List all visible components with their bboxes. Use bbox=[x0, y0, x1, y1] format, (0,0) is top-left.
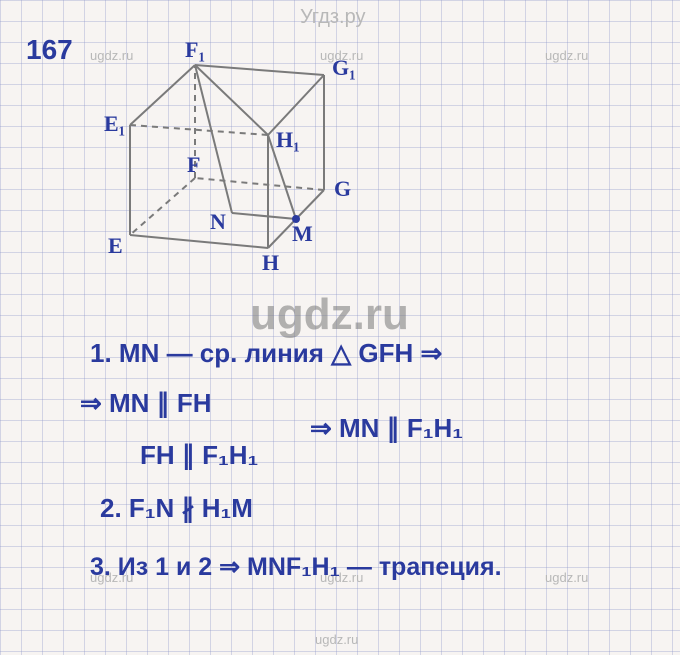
svg-text:M: M bbox=[292, 221, 313, 246]
cube-diagram: E H G F E₁ H₁ G₁ F₁ M N bbox=[100, 30, 380, 280]
proof-line-6: 3. Из 1 и 2 ⇒ MNF₁H₁ — трапеция. bbox=[90, 555, 502, 580]
svg-text:E₁: E₁ bbox=[104, 111, 125, 136]
svg-text:H₁: H₁ bbox=[276, 127, 300, 152]
proof-line-4: FH ∥ F₁H₁ bbox=[140, 442, 258, 468]
problem-number: 167 bbox=[26, 36, 73, 64]
proof-line-5: 2. F₁N ∦ H₁M bbox=[100, 495, 253, 521]
svg-text:E: E bbox=[108, 233, 123, 258]
svg-text:F₁: F₁ bbox=[185, 37, 205, 62]
svg-text:G: G bbox=[334, 176, 351, 201]
svg-text:G₁: G₁ bbox=[332, 55, 356, 80]
proof-line-2: ⇒ MN ∥ FH bbox=[80, 390, 212, 416]
proof-line-1: 1. MN — ср. линия △ GFH ⇒ bbox=[90, 340, 442, 366]
svg-text:H: H bbox=[262, 250, 279, 275]
svg-text:N: N bbox=[210, 209, 226, 234]
proof-line-3: ⇒ MN ∥ F₁H₁ bbox=[310, 415, 463, 441]
svg-text:F: F bbox=[187, 152, 200, 177]
